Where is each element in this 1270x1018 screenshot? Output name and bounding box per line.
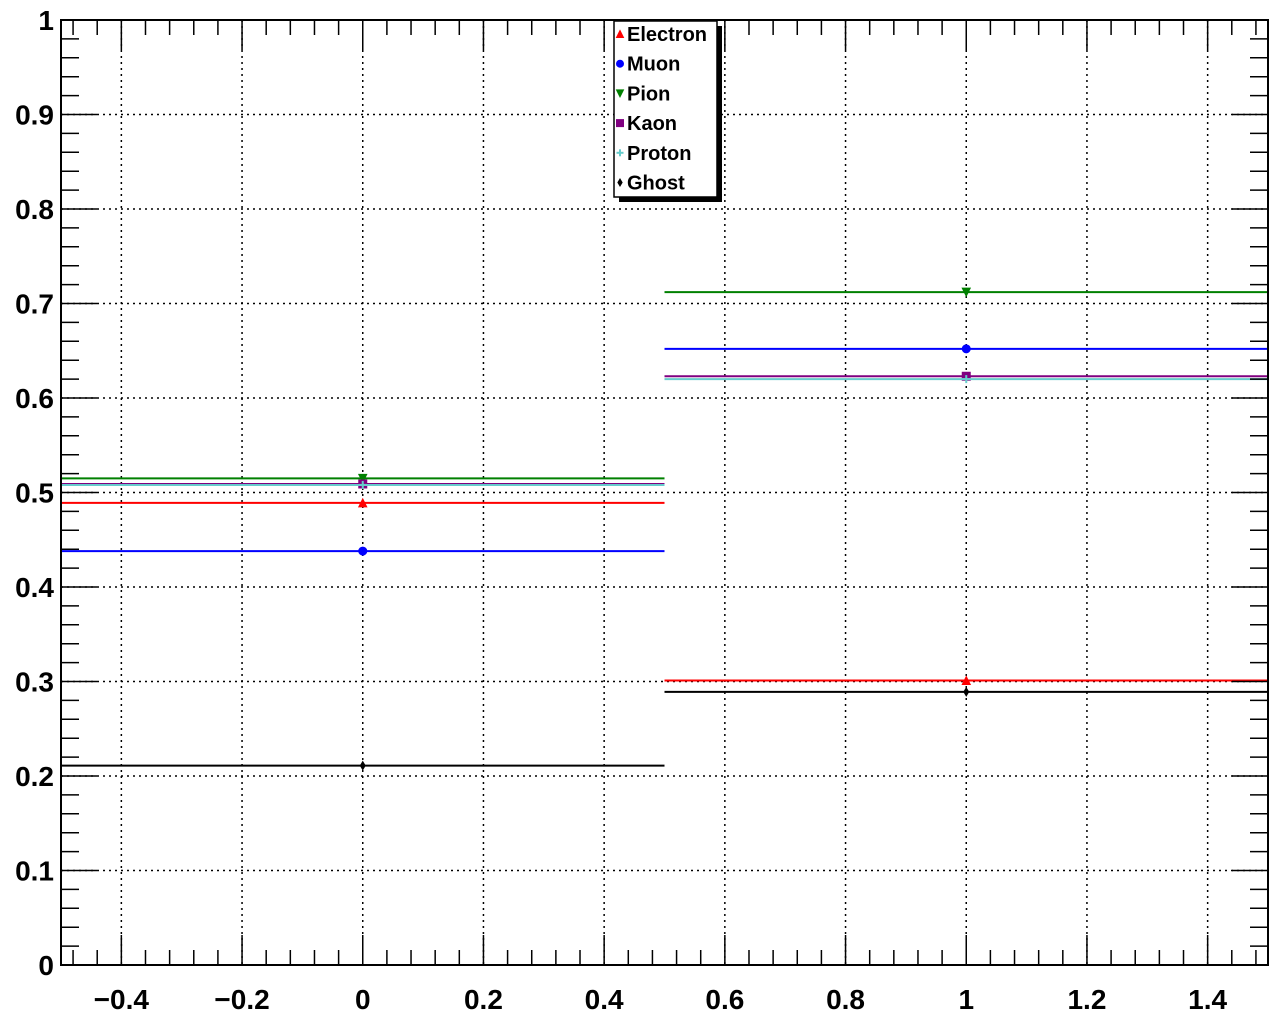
y-tick-label: 0 [38,950,54,981]
legend-entries: Electron Muon Pion Kaon Proton Ghost [615,24,707,195]
legend-label-electron: Electron [627,24,707,46]
y-tick-label: 0.9 [15,100,54,131]
y-tick-label: 0.1 [15,856,54,887]
x-tick-label: 1 [958,984,974,1015]
series-layer [61,287,1268,771]
legend-box [613,20,718,198]
legend-label-ghost: Ghost [627,173,685,195]
y-tick-label: 0.7 [15,289,54,320]
legend-marker-proton [616,149,624,157]
x-tick-label: 0.4 [585,984,624,1015]
legend-label-proton: Proton [627,143,691,165]
x-tick-label: 1.4 [1188,984,1227,1015]
x-tick-label: −0.2 [214,984,269,1015]
axis-ticks [61,19,1268,966]
legend-entry-pion: Pion [615,83,670,105]
legend-entry-electron: Electron [615,24,707,46]
y-tick-label: 0.8 [15,194,54,225]
series-pion [61,287,1268,484]
legend-label-muon: Muon [627,54,680,76]
pion-point [961,287,972,298]
y-tick-label: 0.2 [15,761,54,792]
x-tick-label: −0.4 [94,984,150,1015]
legend-label-kaon: Kaon [627,113,677,135]
y-tick-label: 0.3 [15,667,54,698]
muon-point [358,546,368,556]
series-electron [61,497,1268,686]
ghost-point [359,760,366,771]
y-tick-label: 0.6 [15,383,54,414]
proton-point [962,375,971,384]
legend-entry-kaon: Kaon [616,113,677,135]
series-proton [61,375,1268,489]
legend-marker-kaon [616,119,624,128]
muon-point [961,344,971,354]
electron-point [357,497,368,508]
legend-marker-pion [615,89,625,99]
legend-marker-electron [615,29,625,38]
series-ghost [61,686,1268,771]
x-tick-label: 0.2 [464,984,503,1015]
pion-point [357,473,368,484]
x-tick-label: 0 [355,984,371,1015]
grid [61,20,1268,965]
legend-entry-proton: Proton [616,143,691,165]
x-tick-label: 0.8 [826,984,865,1015]
x-axis-tick-labels: −0.4 −0.2 0 0.2 0.4 0.6 0.8 1 1.2 1.4 [94,984,1228,1015]
legend-entry-ghost: Ghost [617,173,685,195]
series-muon [61,344,1268,556]
legend-marker-muon [616,59,624,68]
x-tick-label: 1.2 [1067,984,1106,1015]
electron-point [961,675,972,686]
y-tick-label: 0.4 [15,572,54,603]
legend-entry-muon: Muon [616,54,680,76]
ghost-point [963,686,970,697]
y-tick-label: 0.5 [15,478,54,509]
legend: Electron Muon Pion Kaon Proton Ghost [613,20,722,202]
x-tick-label: 0.6 [705,984,744,1015]
y-axis-tick-labels: 0 0.1 0.2 0.3 0.4 0.5 0.6 0.7 0.8 0.9 1 [15,5,54,981]
proton-point [358,480,367,489]
y-tick-label: 1 [38,5,54,36]
legend-label-pion: Pion [627,83,670,105]
legend-marker-ghost [617,178,623,187]
